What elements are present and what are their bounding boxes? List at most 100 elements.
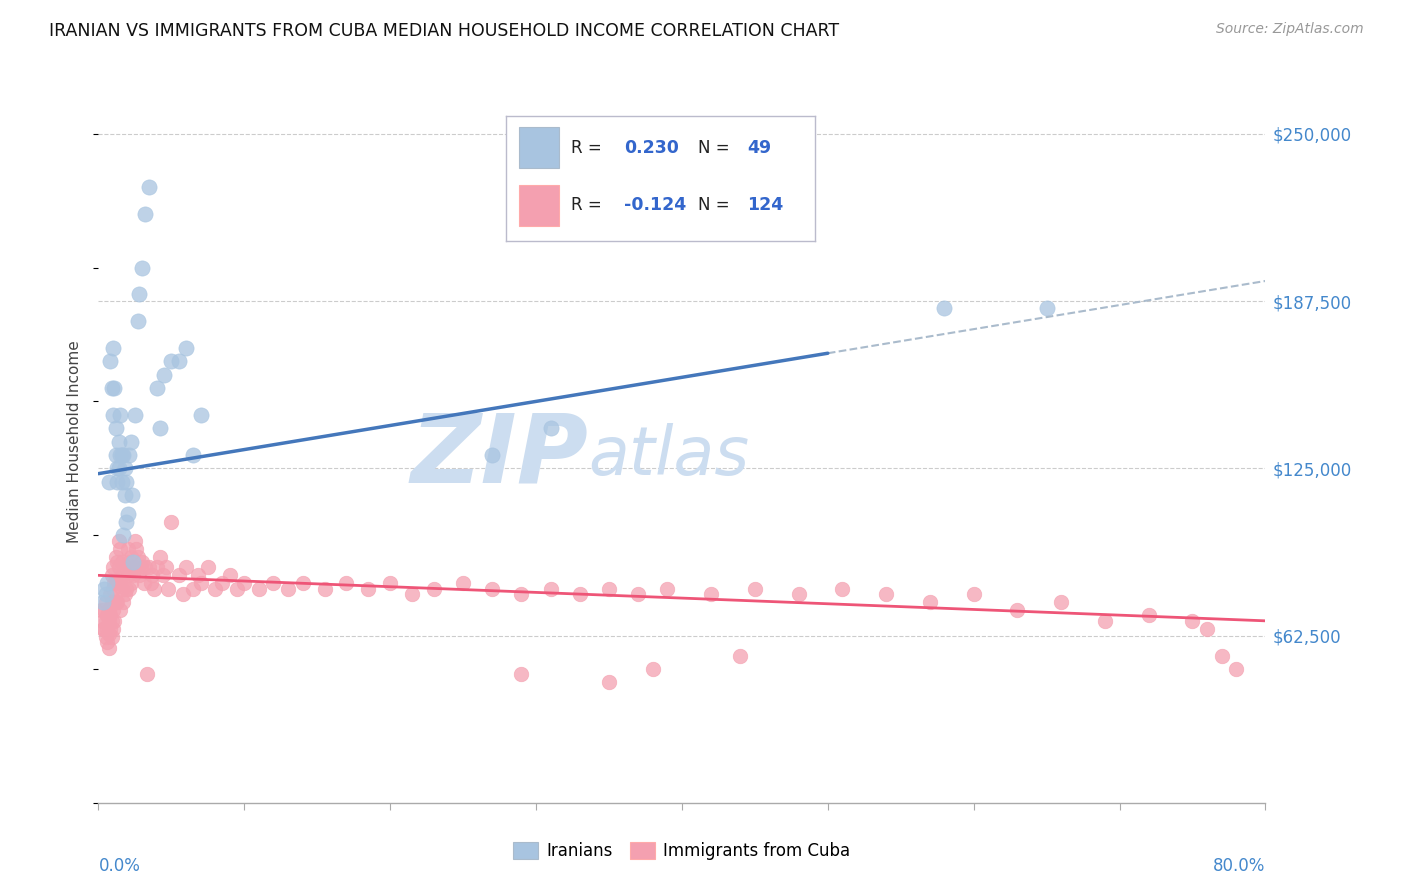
- Point: [167, 354, 190, 368]
- Point: [181, 582, 204, 596]
- Point: [110, 541, 132, 556]
- Point: [934, 301, 956, 315]
- Point: [918, 595, 941, 609]
- Point: [335, 576, 357, 591]
- Point: [153, 368, 176, 382]
- Point: [291, 576, 314, 591]
- Point: [118, 582, 141, 596]
- Point: [139, 576, 162, 591]
- Point: [157, 582, 180, 596]
- Point: [98, 587, 121, 601]
- Point: [598, 582, 620, 596]
- Point: [103, 576, 125, 591]
- Point: [111, 582, 134, 596]
- Point: [100, 568, 122, 582]
- Point: [114, 560, 136, 574]
- Point: [118, 448, 141, 462]
- Point: [112, 448, 135, 462]
- Point: [112, 528, 135, 542]
- Text: IRANIAN VS IMMIGRANTS FROM CUBA MEDIAN HOUSEHOLD INCOME CORRELATION CHART: IRANIAN VS IMMIGRANTS FROM CUBA MEDIAN H…: [49, 22, 839, 40]
- Point: [98, 354, 121, 368]
- Point: [101, 341, 124, 355]
- Point: [181, 448, 204, 462]
- Point: [104, 595, 127, 609]
- Point: [121, 560, 143, 574]
- Point: [114, 587, 136, 601]
- Point: [233, 576, 256, 591]
- Point: [100, 630, 122, 644]
- Point: [108, 461, 131, 475]
- Point: [115, 582, 138, 596]
- Text: 49: 49: [748, 139, 772, 157]
- Point: [105, 461, 128, 475]
- Point: [568, 587, 591, 601]
- Point: [101, 622, 124, 636]
- Point: [114, 488, 136, 502]
- Point: [132, 576, 155, 591]
- Point: [226, 582, 249, 596]
- Point: [875, 587, 897, 601]
- Point: [1007, 603, 1029, 617]
- Point: [160, 515, 183, 529]
- Text: ZIP: ZIP: [411, 409, 589, 502]
- Point: [831, 582, 853, 596]
- Point: [125, 541, 148, 556]
- Point: [105, 576, 128, 591]
- Point: [122, 555, 145, 569]
- Point: [190, 408, 212, 422]
- Point: [128, 568, 150, 582]
- Point: [114, 461, 136, 475]
- Point: [96, 576, 118, 591]
- Point: [481, 582, 503, 596]
- Point: [187, 568, 209, 582]
- Point: [657, 582, 679, 596]
- Point: [190, 576, 212, 591]
- Point: [167, 568, 190, 582]
- Point: [101, 560, 124, 574]
- Point: [104, 448, 127, 462]
- Point: [93, 622, 115, 636]
- Text: R =: R =: [571, 139, 607, 157]
- Point: [744, 582, 766, 596]
- Point: [128, 287, 150, 301]
- Point: [108, 434, 131, 449]
- Point: [127, 549, 149, 564]
- Point: [110, 448, 132, 462]
- Point: [277, 582, 299, 596]
- Point: [112, 595, 135, 609]
- Point: [121, 488, 143, 502]
- Point: [1211, 648, 1233, 663]
- Point: [262, 576, 284, 591]
- Point: [100, 381, 122, 395]
- Text: 0.0%: 0.0%: [98, 857, 141, 875]
- Text: N =: N =: [697, 196, 735, 214]
- Point: [1035, 301, 1057, 315]
- Legend: Iranians, Immigrants from Cuba: Iranians, Immigrants from Cuba: [506, 835, 858, 867]
- Text: 0.230: 0.230: [624, 139, 679, 157]
- Point: [112, 568, 135, 582]
- Point: [357, 582, 380, 596]
- Point: [142, 582, 165, 596]
- Point: [172, 587, 194, 601]
- Point: [94, 614, 117, 628]
- Point: [115, 515, 138, 529]
- Point: [135, 667, 157, 681]
- Point: [97, 475, 120, 489]
- Point: [94, 630, 117, 644]
- Point: [152, 568, 174, 582]
- Point: [211, 576, 233, 591]
- Point: [104, 549, 127, 564]
- Text: Source: ZipAtlas.com: Source: ZipAtlas.com: [1216, 22, 1364, 37]
- Point: [138, 560, 160, 574]
- Point: [105, 475, 128, 489]
- Point: [540, 582, 562, 596]
- Point: [204, 582, 226, 596]
- Point: [160, 354, 183, 368]
- Point: [120, 576, 142, 591]
- Point: [105, 555, 128, 569]
- Point: [108, 560, 131, 574]
- Point: [91, 595, 114, 609]
- Point: [598, 675, 620, 690]
- Point: [94, 587, 117, 601]
- Point: [110, 408, 132, 422]
